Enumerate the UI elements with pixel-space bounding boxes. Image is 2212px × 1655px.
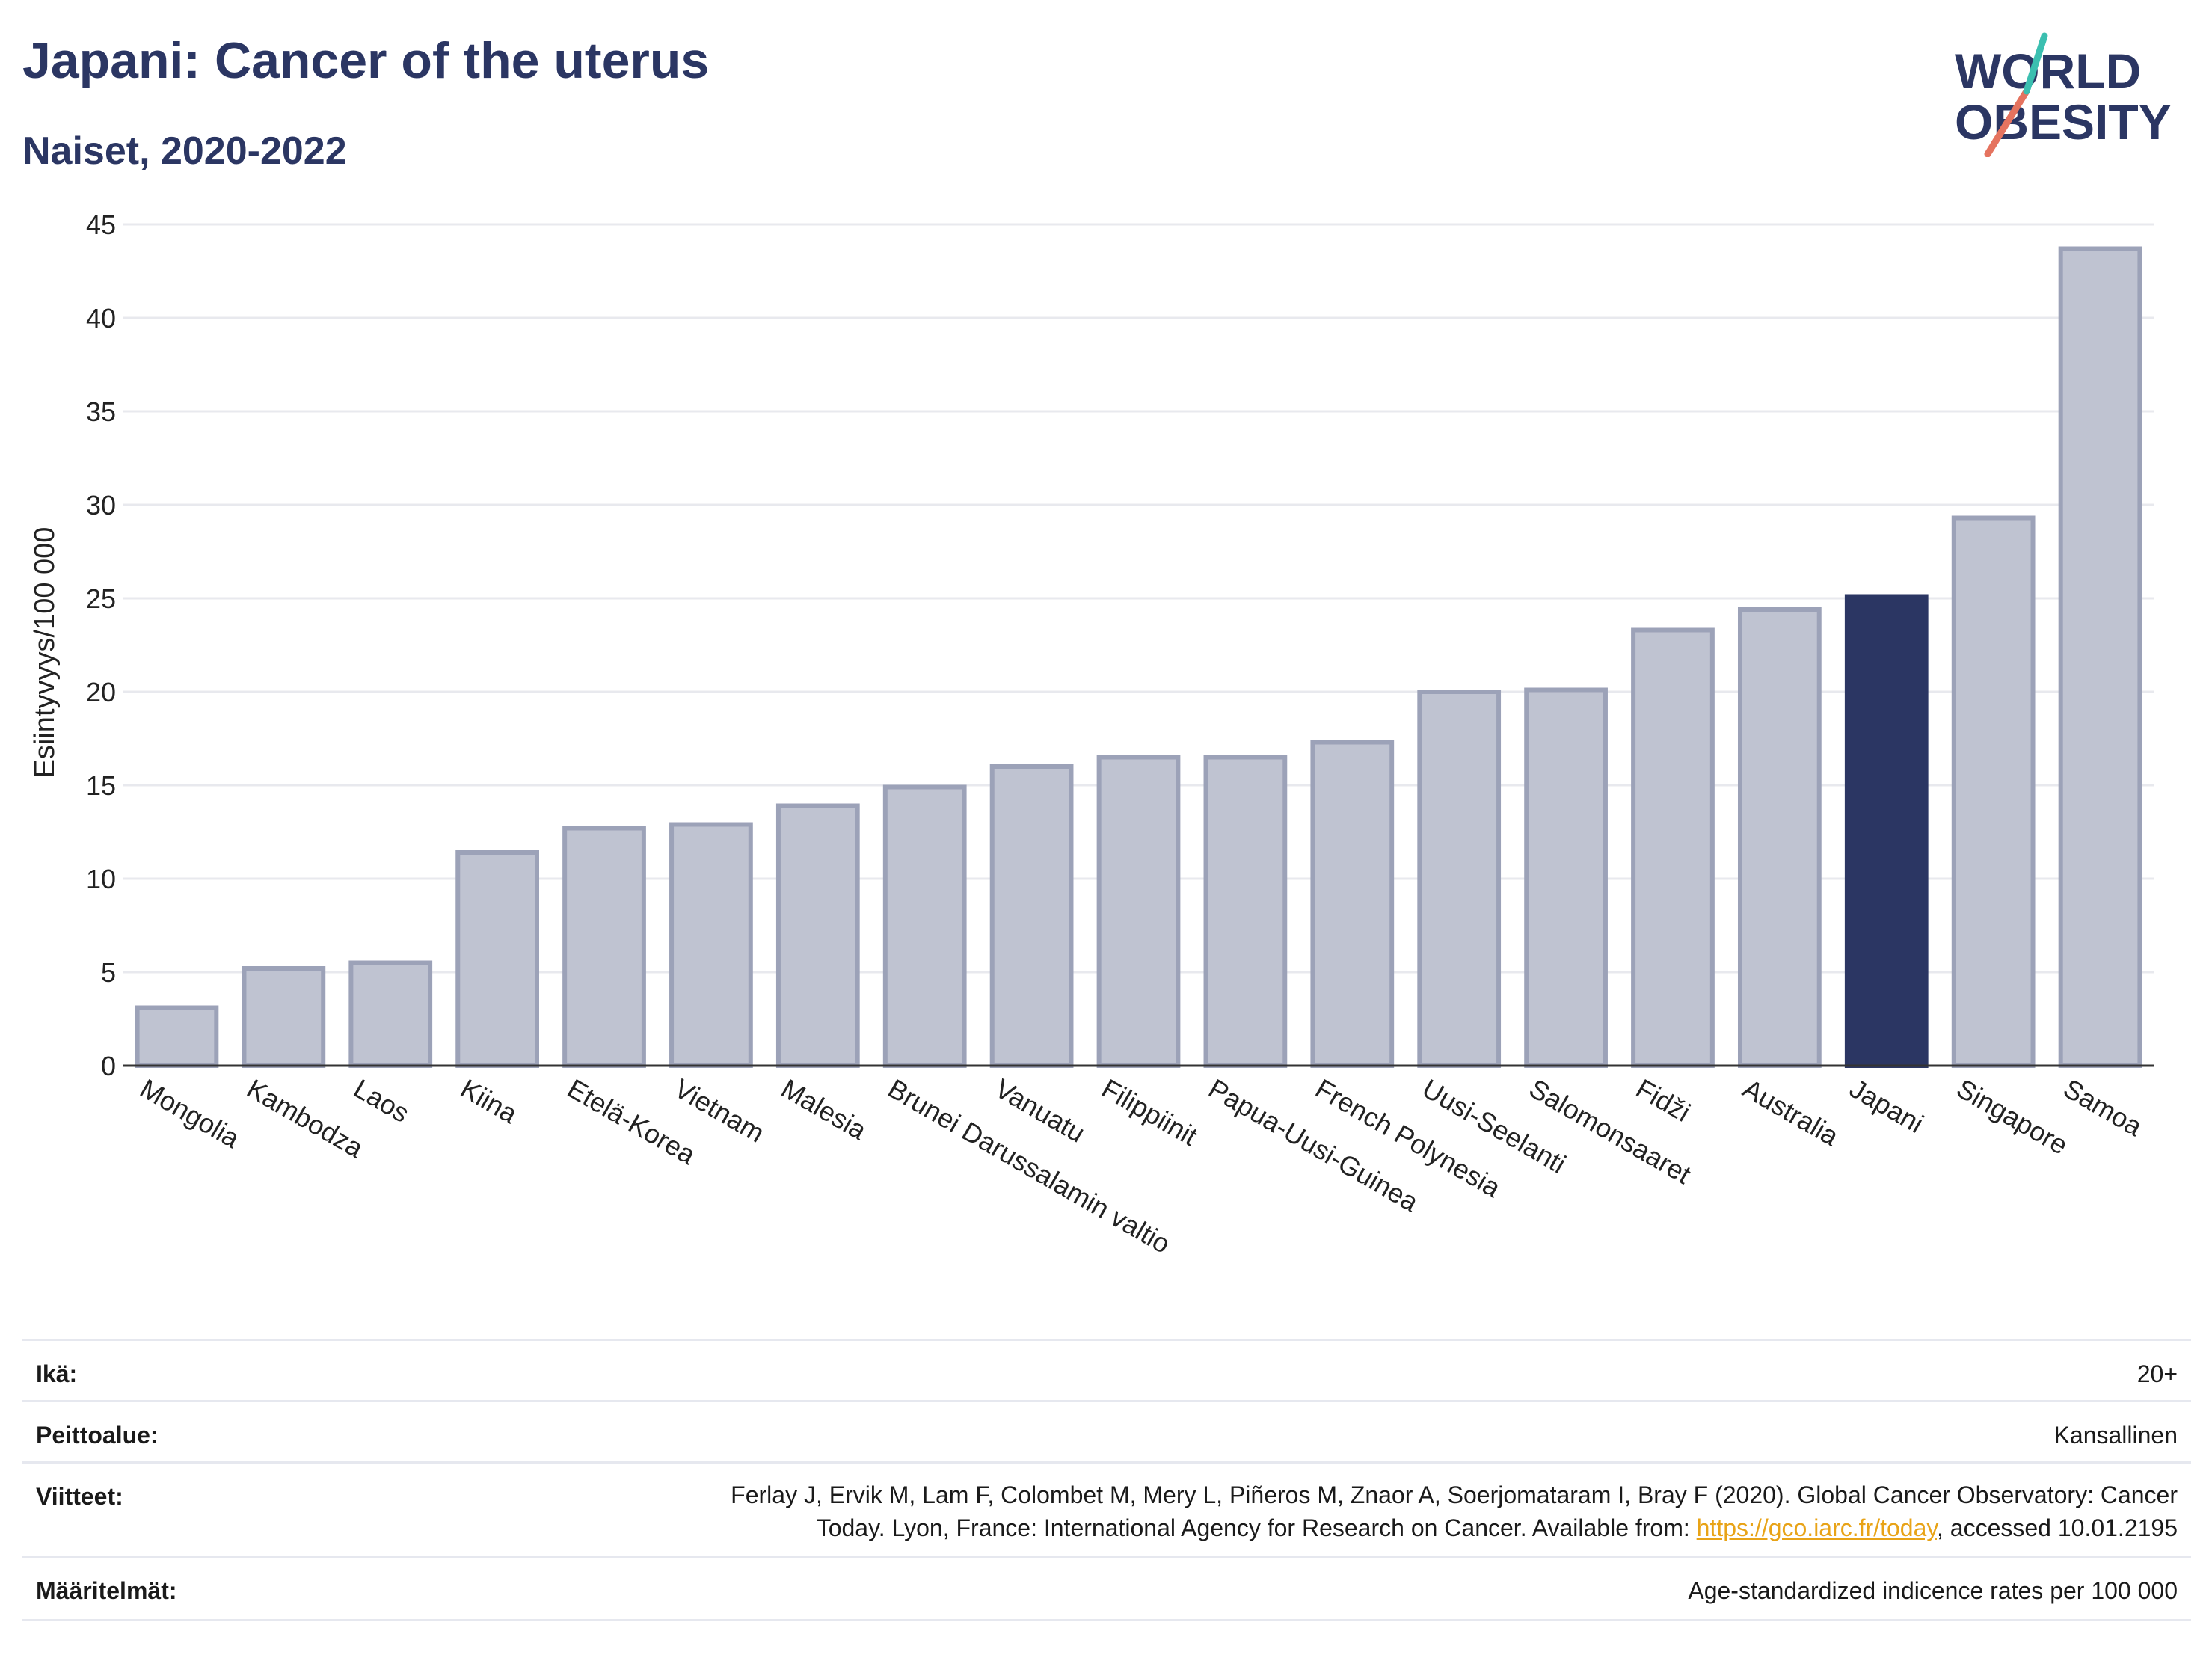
y-tick-label: 5 (101, 957, 116, 988)
bar-salomonsaaret (1524, 687, 1608, 1068)
y-tick-label: 25 (86, 583, 116, 614)
bar-fid-i (1631, 627, 1715, 1068)
world-obesity-logo: WORLD OBESITY (1955, 32, 2172, 157)
y-tick-label: 20 (86, 677, 116, 707)
meta-value-coverage: Kansallinen (2053, 1422, 2178, 1449)
bar-australia (1737, 607, 1822, 1068)
x-tick-label: Mongolia (135, 1072, 245, 1154)
bar-vietnam (669, 822, 753, 1068)
bar-etel-korea (562, 826, 646, 1068)
reference-link[interactable]: https://gco.iarc.fr/today (1696, 1514, 1937, 1541)
reference-accessed: , accessed 10.01.2195 (1936, 1514, 2178, 1541)
y-tick-label: 30 (86, 490, 116, 521)
meta-row-references: Viitteet: Ferlay J, Ervik M, Lam F, Colo… (22, 1461, 2191, 1558)
y-tick-labels: 0 5 10 15 20 25 30 35 40 45 (86, 209, 116, 1081)
meta-row-definitions: Määritelmät: Age-standardized indicence … (22, 1556, 2191, 1621)
bar-japani (1844, 594, 1929, 1068)
y-tick-label: 35 (86, 396, 116, 427)
x-tick-label: Malesia (776, 1072, 873, 1146)
reference-text: Today. Lyon, France: International Agenc… (816, 1514, 1697, 1541)
bar-papua-uusi-guinea (1203, 755, 1288, 1068)
bars (135, 246, 2142, 1068)
bar-kiina (455, 850, 540, 1068)
bar-samoa (2058, 246, 2142, 1068)
bar-singapore (1951, 515, 2036, 1068)
x-tick-label: Samoa (2059, 1072, 2148, 1142)
x-tick-label: Australia (1738, 1072, 1845, 1152)
meta-value-definitions: Age-standardized indicence rates per 100… (1688, 1577, 2178, 1604)
x-tick-label: Kambodza (242, 1072, 369, 1164)
x-tick-label: Laos (348, 1072, 414, 1129)
meta-label-definitions: Määritelmät: (36, 1577, 177, 1604)
bar-vanuatu (989, 764, 1074, 1068)
bar-malesia (775, 803, 860, 1068)
meta-label-coverage: Peittoalue: (36, 1422, 159, 1449)
bar-laos (348, 960, 433, 1068)
page-title: Japani: Cancer of the uterus (22, 32, 710, 89)
y-tick-label: 40 (86, 303, 116, 334)
meta-label-references: Viitteet: (36, 1483, 123, 1510)
y-axis-label: Esiintyvyys/100 000 (29, 527, 61, 779)
logo-line-2: OBESITY (1955, 94, 2172, 150)
bar-mongolia (135, 1005, 219, 1068)
bar-filippiinit (1096, 755, 1181, 1068)
y-tick-label: 45 (86, 209, 116, 240)
y-tick-label: 10 (86, 864, 116, 894)
logo-slash-lower (1984, 87, 2030, 157)
bar-uusi-seelanti (1417, 690, 1502, 1068)
x-tick-label: Japani (1845, 1072, 1929, 1139)
meta-value-age: 20+ (2136, 1360, 2178, 1387)
x-tick-label: Kiina (455, 1072, 523, 1129)
meta-label-age: Ikä: (36, 1360, 78, 1387)
meta-row-age: Ikä: 20+ (22, 1339, 2191, 1402)
page-subtitle: Naiset, 2020-2022 (22, 129, 347, 173)
logo-line-1: WORLD (1955, 43, 2141, 99)
x-tick-label: Singapore (1952, 1072, 2074, 1161)
reference-line-1: Ferlay J, Ervik M, Lam F, Colombet M, Me… (731, 1481, 2178, 1508)
x-tick-label: Fidži (1631, 1072, 1695, 1128)
logo-slash-upper (2023, 32, 2048, 95)
meta-row-coverage: Peittoalue: Kansallinen (22, 1400, 2191, 1464)
x-tick-label: Filippiinit (1097, 1072, 1203, 1152)
bar-french-polynesia (1310, 740, 1395, 1068)
meta-value-references: Ferlay J, Ervik M, Lam F, Colombet M, Me… (607, 1479, 2178, 1544)
reference-line-2: Today. Lyon, France: International Agenc… (607, 1511, 2178, 1544)
bar-brunei-darussalamin-valtio (882, 784, 967, 1068)
y-tick-label: 0 (101, 1051, 116, 1081)
y-tick-label: 15 (86, 770, 116, 801)
bar-kambodza (242, 966, 326, 1068)
